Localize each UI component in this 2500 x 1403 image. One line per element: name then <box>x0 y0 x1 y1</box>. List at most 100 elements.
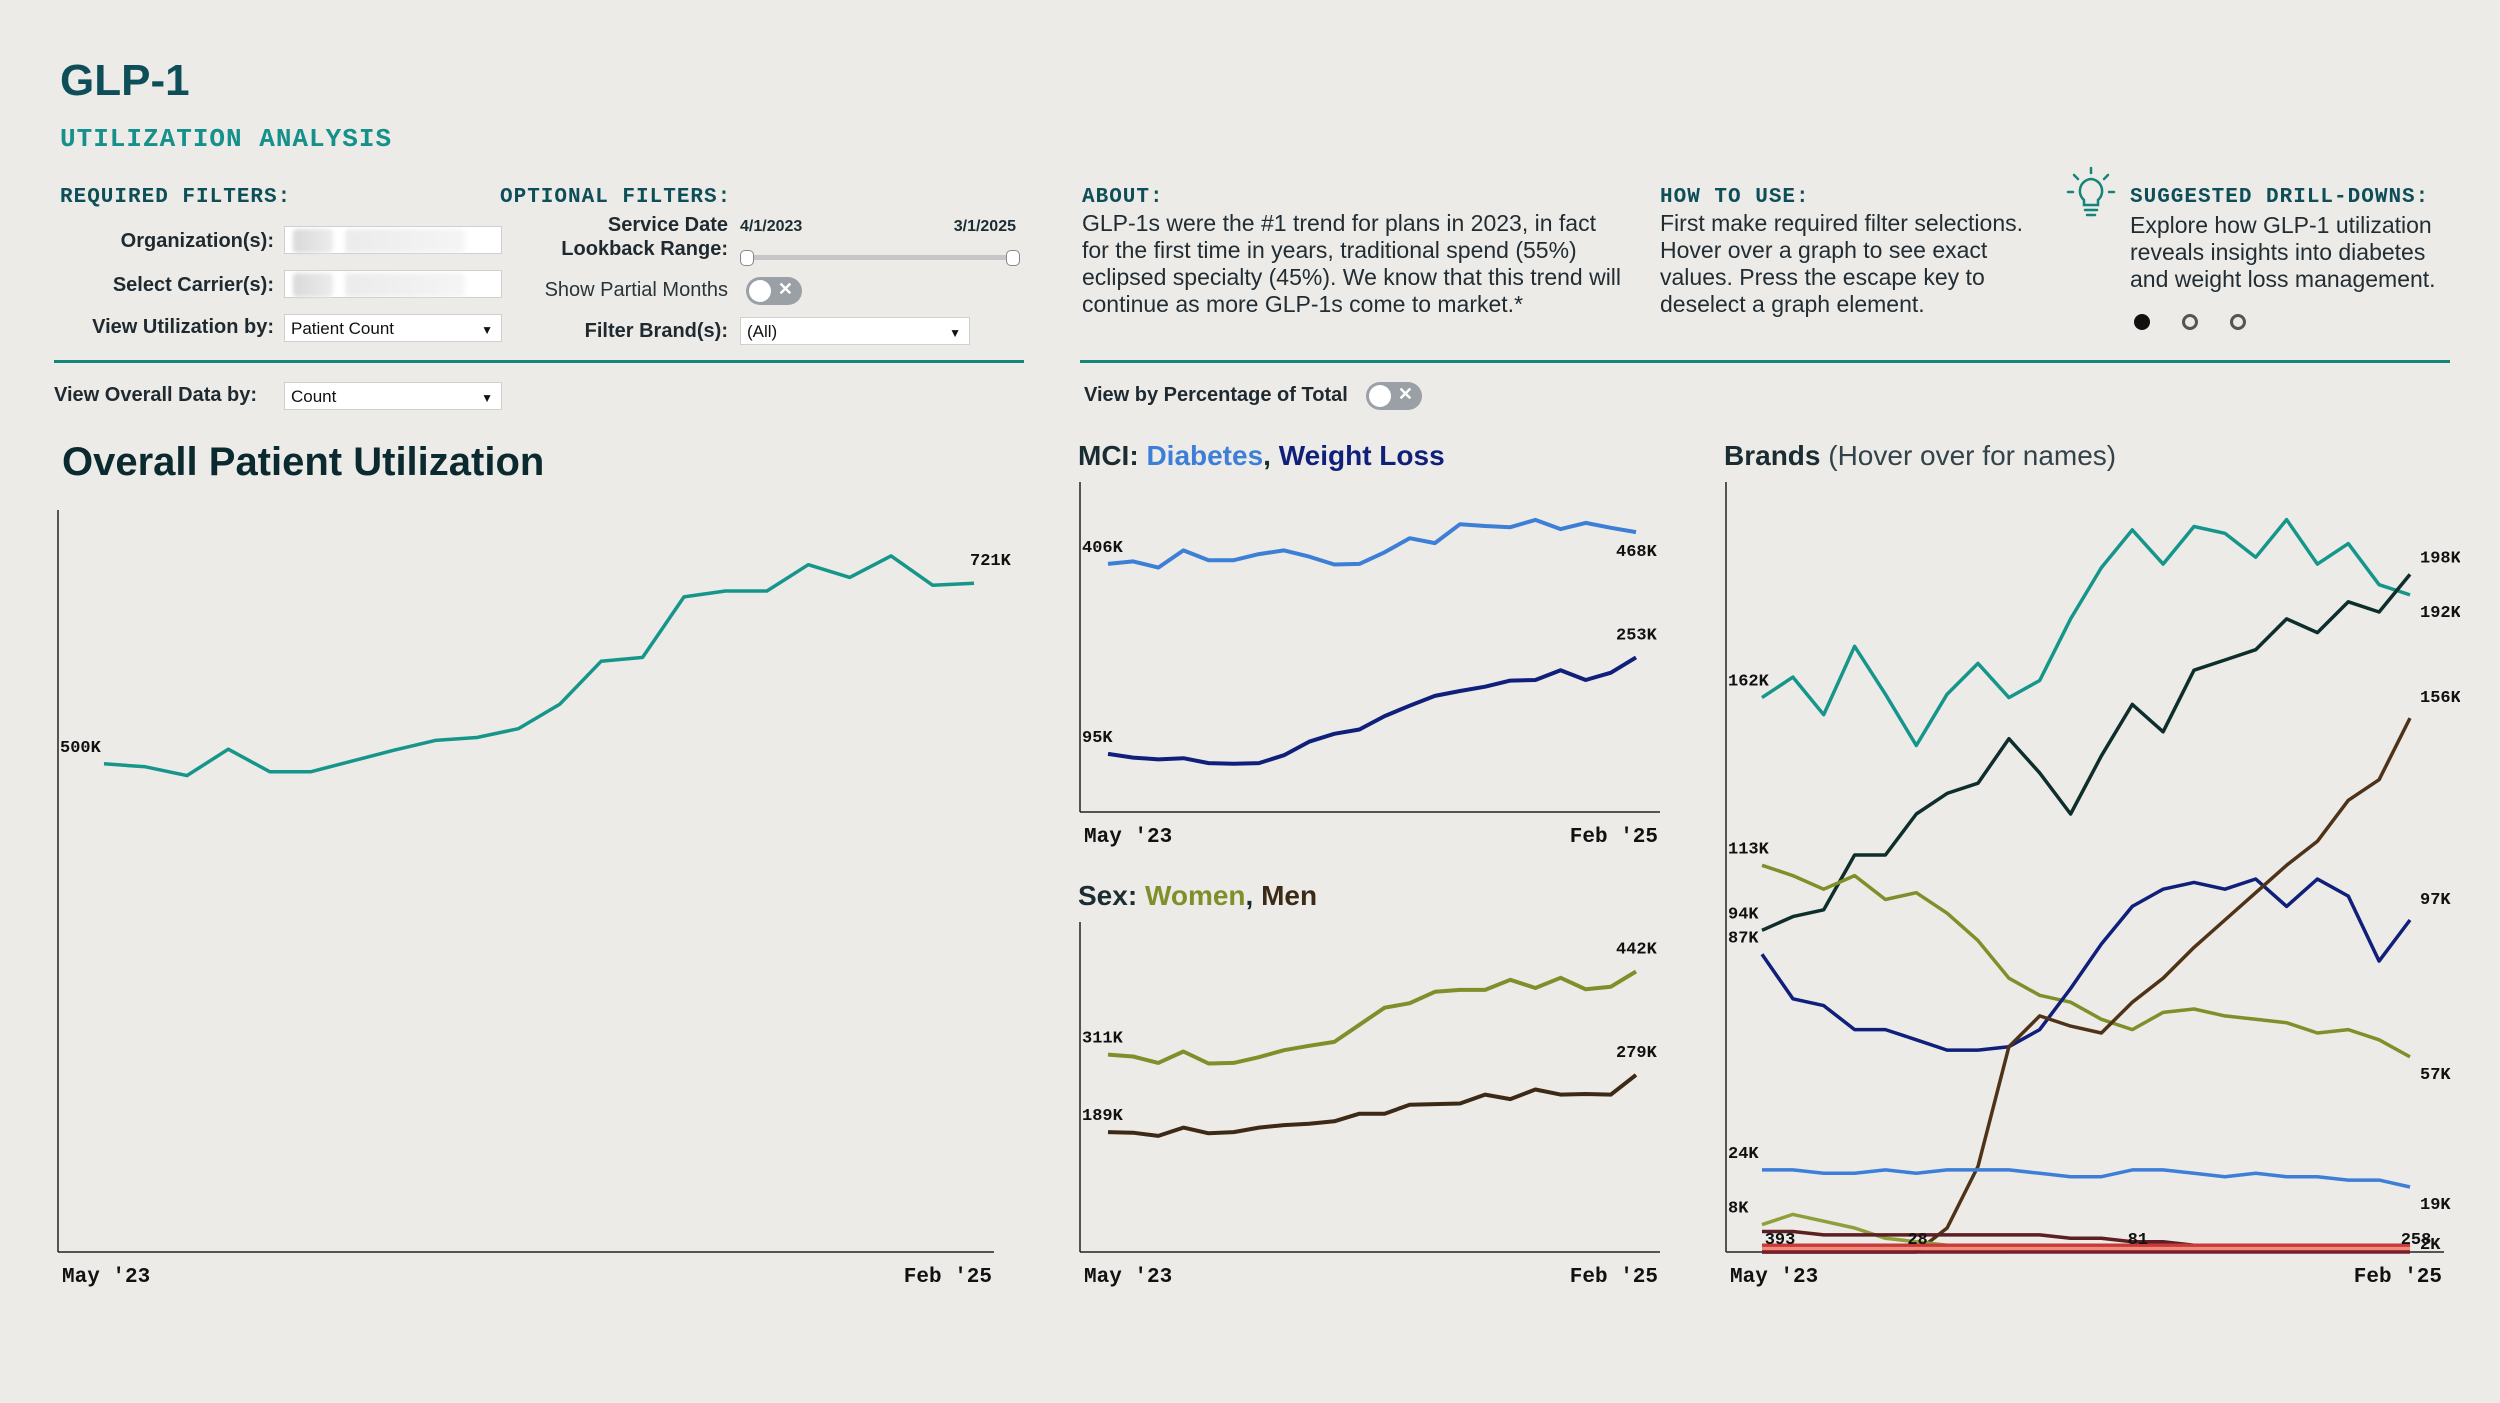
series-end-label: 156K <box>2420 689 2460 708</box>
lookback-label: Lookback Range: <box>561 238 728 260</box>
series-end-label: 468K <box>1616 543 1658 562</box>
series-line-brand-8[interactable] <box>1762 1229 2410 1247</box>
chevron-down-icon: ▼ <box>481 323 493 337</box>
series-end-label: 2K <box>2420 1236 2441 1255</box>
brands-title-suffix: (Hover over for names) <box>1820 440 2117 471</box>
about-text: GLP-1s were the #1 trend for plans in 20… <box>1082 210 1622 317</box>
mci-title-prefix: MCI: <box>1078 440 1147 471</box>
how-to-text: First make required filter selections. H… <box>1660 210 2024 317</box>
series-start-label: 94K <box>1728 905 1759 924</box>
series-start-label: 95K <box>1082 729 1113 748</box>
service-date-label: Service Date <box>607 214 728 236</box>
x-tick-label-end: Feb '25 <box>1570 1266 1658 1289</box>
filter-brand-dropdown[interactable]: (All) ▼ <box>740 317 970 345</box>
series-line-brand-6[interactable] <box>1762 1168 2411 1189</box>
series-line-women[interactable] <box>1107 969 1638 1066</box>
x-tick-label-start: May '23 <box>1084 826 1172 849</box>
lookback-slider-track[interactable] <box>746 255 1014 260</box>
series-line-brand-1[interactable] <box>1761 517 2411 748</box>
carrier-dropdown[interactable] <box>284 270 502 298</box>
view-overall-dropdown[interactable]: Count ▼ <box>284 382 502 410</box>
carousel-dot-3[interactable] <box>2230 314 2246 330</box>
drilldowns-text: Explore how GLP-1 utilization reveals in… <box>2130 212 2436 292</box>
organization-dropdown[interactable] <box>284 226 502 254</box>
partial-months-toggle[interactable]: ✕ <box>746 277 802 305</box>
series-line-brand-4[interactable] <box>1760 877 2412 1052</box>
brands-chart[interactable]: 162K 192K 94K 198K 113K 57K 87K 97K 156K 24K 19K 8K… <box>1720 470 2460 1300</box>
brand-bottom-label: 81 <box>2128 1231 2148 1250</box>
close-icon: ✕ <box>1397 384 1413 404</box>
mci-chart[interactable]: 406K 468K 95K 253K May '23 Feb '25 <box>1076 470 1686 860</box>
partial-months-label: Show Partial Months <box>544 279 728 301</box>
legend-sep: , <box>1245 880 1262 911</box>
series-start-label: 311K <box>1082 1030 1124 1049</box>
view-overall-label: View Overall Data by: <box>54 384 258 406</box>
series-line-diabetes[interactable] <box>1107 517 1637 570</box>
series-line-brand-3[interactable] <box>1761 863 2411 1059</box>
series-end-label: 192K <box>2420 604 2460 623</box>
series-end-label: 19K <box>2420 1196 2451 1215</box>
sex-chart-title: Sex: Women, Men <box>1078 880 1317 912</box>
mci-chart-title: MCI: Diabetes, Weight Loss <box>1078 440 1445 472</box>
series-end-label: 279K <box>1616 1044 1658 1063</box>
legend-men: Men <box>1261 880 1318 911</box>
brands-title: Brands <box>1724 440 1821 471</box>
series-end-label: 57K <box>2420 1066 2451 1085</box>
x-tick-label-end: Feb '25 <box>904 1266 992 1289</box>
sex-title-prefix: Sex: <box>1078 880 1145 911</box>
carousel-dot-2[interactable] <box>2182 314 2198 330</box>
series-start-label: 113K <box>1728 840 1770 859</box>
series-end-label: 442K <box>1616 941 1658 960</box>
sex-chart[interactable]: 311K 442K 189K 279K May '23 Feb '25 <box>1076 910 1686 1300</box>
organization-label: Organization(s): <box>120 230 274 252</box>
lookback-slider-end-handle[interactable] <box>1006 250 1020 266</box>
pct-total-toggle[interactable]: ✕ <box>1366 382 1422 410</box>
view-utilization-label: View Utilization by: <box>92 316 274 338</box>
series-end-label: 253K <box>1616 626 1658 645</box>
carousel-dot-1[interactable] <box>2134 314 2150 330</box>
x-tick-label-start: May '23 <box>1730 1266 1818 1289</box>
chevron-down-icon: ▼ <box>949 326 961 340</box>
page-subtitle: UTILIZATION ANALYSIS <box>60 124 393 154</box>
x-tick-label-end: Feb '25 <box>1570 826 1658 849</box>
range-start-value: 4/1/2023 <box>740 218 803 235</box>
view-utilization-dropdown[interactable]: Patient Count ▼ <box>284 314 502 342</box>
series-start-label: 24K <box>1728 1145 1759 1164</box>
series-start-label: 406K <box>1082 539 1124 558</box>
series-line-weight-loss[interactable] <box>1107 655 1638 766</box>
filter-brand-label: Filter Brand(s): <box>584 320 728 342</box>
how-to-heading: HOW TO USE: <box>1660 186 1810 209</box>
filter-brand-value: (All) <box>747 322 778 341</box>
legend-weight-loss: Weight Loss <box>1278 440 1445 471</box>
divider-right <box>1080 360 2450 363</box>
series-start-label: 87K <box>1728 929 1759 948</box>
brand-bottom-label: 393 <box>1765 1231 1796 1250</box>
series-line-patients-(k)[interactable] <box>103 554 975 778</box>
chevron-down-icon: ▼ <box>481 391 493 405</box>
overall-chart[interactable]: 500K 721K May '23 Feb '25 <box>50 500 1030 1300</box>
x-tick-label-start: May '23 <box>62 1266 150 1289</box>
legend-women: Women <box>1144 880 1246 911</box>
legend-diabetes: Diabetes <box>1146 440 1264 471</box>
carrier-label: Select Carrier(s): <box>112 274 274 296</box>
series-start-label: 189K <box>1082 1107 1124 1126</box>
about-heading: ABOUT: <box>1082 186 1164 209</box>
close-icon: ✕ <box>777 279 793 299</box>
series-end-label: 198K <box>2420 549 2460 568</box>
series-start-label: 162K <box>1728 673 1770 692</box>
range-end-value: 3/1/2025 <box>953 218 1016 235</box>
overall-chart-title: Overall Patient Utilization <box>62 440 545 484</box>
optional-filters-heading: OPTIONAL FILTERS: <box>500 186 732 209</box>
brand-bottom-label: 258 <box>2401 1231 2432 1250</box>
x-tick-label-end: Feb '25 <box>2354 1266 2442 1289</box>
required-filters-heading: REQUIRED FILTERS: <box>60 186 292 209</box>
x-tick-label-start: May '23 <box>1084 1266 1172 1289</box>
series-start-label: 8K <box>1728 1200 1749 1219</box>
lookback-slider-start-handle[interactable] <box>740 250 754 266</box>
brand-bottom-label: 28 <box>1907 1231 1927 1250</box>
divider-left <box>54 360 1024 363</box>
series-line-men[interactable] <box>1107 1073 1638 1138</box>
page-title: GLP-1 <box>60 56 190 105</box>
series-line-brand-2[interactable] <box>1761 573 2412 932</box>
series-start-label: 500K <box>60 739 102 758</box>
